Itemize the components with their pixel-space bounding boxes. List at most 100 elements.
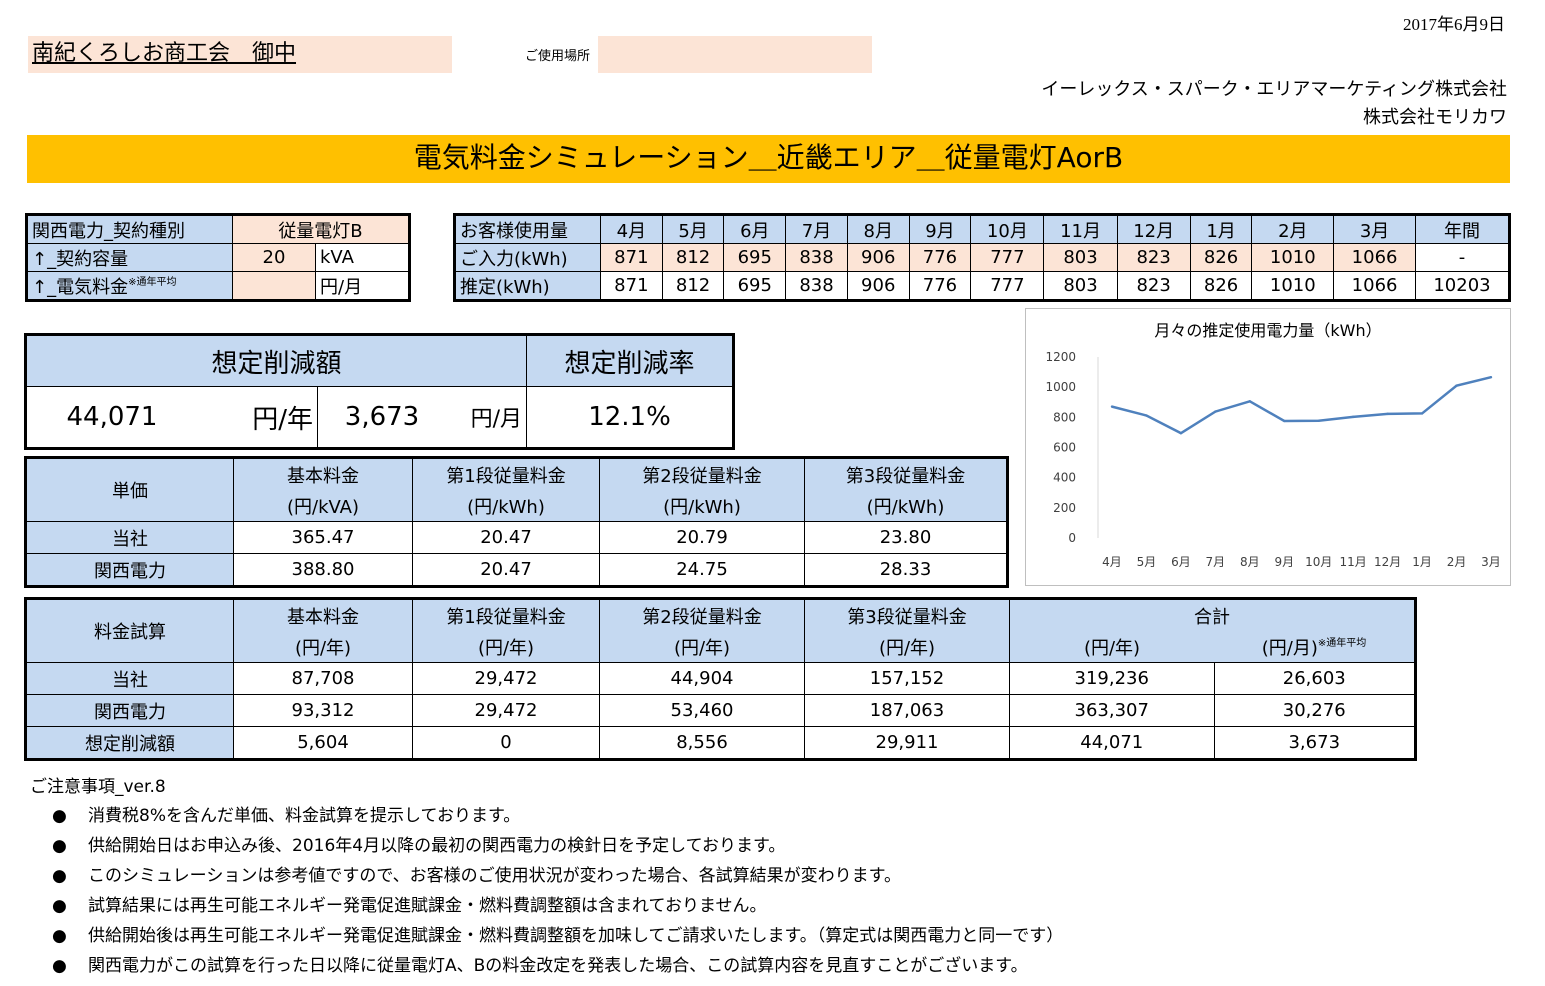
- notes-section: ご注意事項_ver.8 ● 消費税8%を含んだ単価、料金試算を提示しております。 …: [30, 772, 1063, 981]
- series-line: [1111, 375, 1492, 435]
- fee-value[interactable]: [232, 271, 316, 301]
- page-title: 電気料金シミュレーション＿近畿エリア＿従量電灯AorB: [27, 135, 1510, 183]
- client-name-box: 南紀くろしお商工会 御中: [28, 36, 452, 73]
- calc-total-month-cell: (円/月)※通年平均: [1214, 631, 1416, 663]
- savings-monthly-value: 3,673: [317, 386, 446, 449]
- usage-input-cell[interactable]: 1066: [1333, 243, 1416, 272]
- usage-input-cell[interactable]: 823: [1116, 243, 1191, 272]
- chart-title: 月々の推定使用電力量（kWh）: [1154, 321, 1381, 340]
- table-row: 想定削減額 5,604 0 8,556 29,911 44,071 3,673: [25, 726, 1416, 760]
- data-point: [1145, 414, 1148, 417]
- usage-input-cell[interactable]: 1010: [1251, 243, 1335, 272]
- calc-col-unit: (円/年): [804, 631, 1010, 663]
- cell: 363,307: [1009, 694, 1215, 727]
- row-label: 想定削減額: [25, 726, 234, 760]
- usage-estimate-cell: 823: [1116, 271, 1191, 301]
- x-tick-label: 8月: [1240, 555, 1260, 569]
- usage-estimate-cell: 1066: [1333, 271, 1416, 301]
- table-row: 関西電力 93,312 29,472 53,460 187,063 363,30…: [25, 694, 1416, 727]
- unit-price-col-unit: (円/kWh): [804, 490, 1008, 522]
- cell: 319,236: [1009, 662, 1215, 695]
- usage-chart: 月々の推定使用電力量（kWh） 0 200 400 600 800 1000 1200 4月 5…: [1025, 308, 1511, 586]
- usage-input-cell[interactable]: 826: [1189, 243, 1253, 272]
- x-tick-label: 5月: [1137, 555, 1157, 569]
- unit-price-col-unit: (円/kWh): [599, 490, 805, 522]
- note-text: 供給開始後は再生可能エネルギー発電促進賦課金・燃料費調整額を加味してご請求いたし…: [88, 926, 1064, 946]
- calc-col-name: 第3段従量料金: [804, 598, 1010, 631]
- bullet-icon: ●: [52, 806, 67, 826]
- cell: 44,071: [1009, 726, 1215, 760]
- cell: 20.47: [412, 553, 600, 587]
- savings-yearly-value: 44,071: [25, 386, 197, 449]
- unit-price-col-name: 基本料金: [233, 457, 413, 490]
- cell: 187,063: [804, 694, 1010, 727]
- data-point: [1248, 400, 1252, 403]
- cell: 29,472: [412, 694, 600, 727]
- note-item: ● 供給開始後は再生可能エネルギー発電促進賦課金・燃料費調整額を加味してご請求いた…: [30, 921, 1063, 951]
- usage-input-cell[interactable]: 906: [846, 243, 910, 272]
- cell: 87,708: [233, 662, 413, 695]
- unit-price-col-name: 第3段従量料金: [804, 457, 1008, 490]
- month-header: 3月: [1333, 214, 1416, 244]
- usage-input-cell[interactable]: 777: [970, 243, 1045, 272]
- usage-input-row: ご入力(kWh) 871 812 695 838 906 776 777 803…: [454, 243, 1510, 272]
- month-header: 6月: [723, 214, 787, 244]
- savings-amount-header: 想定削減額: [25, 334, 527, 387]
- table-row: 関西電力 388.80 20.47 24.75 28.33: [25, 553, 1008, 587]
- usage-table: お客様使用量 4月 5月 6月 7月 8月 9月 10月 11月 12月 1月 …: [453, 213, 1511, 302]
- savings-rate-header: 想定削減率: [526, 334, 734, 387]
- month-header: 12月: [1116, 214, 1191, 244]
- capacity-unit: kVA: [315, 243, 410, 272]
- usage-input-cell[interactable]: 871: [600, 243, 663, 272]
- calc-total-header: 合計: [1009, 598, 1416, 631]
- note-text: 関西電力がこの試算を行った日以降に従量電灯A、Bの料金改定を発表した場合、この試…: [88, 956, 1028, 976]
- note-text: 供給開始日はお申込み後、2016年4月以降の最初の関西電力の検針日を予定しており…: [88, 836, 786, 856]
- unit-price-col-unit: (円/kWh): [412, 490, 600, 522]
- x-tick-label: 9月: [1274, 555, 1294, 569]
- usage-input-cell[interactable]: 803: [1043, 243, 1118, 272]
- usage-input-cell[interactable]: 838: [785, 243, 848, 272]
- usage-input-cell[interactable]: 695: [723, 243, 787, 272]
- data-point: [1283, 419, 1286, 423]
- month-header: 11月: [1043, 214, 1118, 244]
- usage-header-row: お客様使用量 4月 5月 6月 7月 8月 9月 10月 11月 12月 1月 …: [454, 214, 1510, 244]
- company-name-1: イーレックス・スパーク・エリアマーケティング株式会社: [1041, 79, 1507, 100]
- x-tick-label: 3月: [1481, 555, 1501, 569]
- calc-row-header: 料金試算: [25, 598, 234, 663]
- month-header: 9月: [908, 214, 972, 244]
- cell: 30,276: [1213, 694, 1416, 727]
- calc-total-month-note: ※通年平均: [1317, 637, 1367, 649]
- fee-note: ※通年平均: [128, 276, 177, 288]
- calc-col-name: 第2段従量料金: [599, 598, 805, 631]
- cell: 0: [412, 726, 600, 760]
- cell: 20.47: [412, 521, 600, 554]
- usage-chart-svg: 月々の推定使用電力量（kWh） 0 200 400 600 800 1000 1200 4月 5…: [1045, 321, 1501, 569]
- unit-price-row-header: 単価: [25, 457, 234, 522]
- savings-table: 想定削減額 想定削減率 44,071 円/年 3,673 円/月 12.1%: [24, 333, 735, 450]
- note-text: 試算結果には再生可能エネルギー発電促進賦課金・燃料費調整額は含まれておりません。: [88, 896, 767, 916]
- unit-price-col-unit: (円/kVA): [233, 490, 413, 522]
- bullet-icon: ●: [52, 836, 67, 856]
- calc-col-unit: (円/年): [412, 631, 600, 663]
- calc-col-name: 第1段従量料金: [412, 598, 600, 631]
- x-tick-label: 7月: [1206, 555, 1226, 569]
- fee-calc-table: 料金試算 基本料金 第1段従量料金 第2段従量料金 第3段従量料金 合計 (円/…: [24, 597, 1417, 761]
- usage-input-cell[interactable]: 776: [908, 243, 972, 272]
- table-row: 当社 365.47 20.47 20.79 23.80: [25, 521, 1008, 554]
- cell: 20.79: [599, 521, 805, 554]
- month-header: 5月: [661, 214, 725, 244]
- usage-estimate-annual: 10203: [1415, 271, 1510, 301]
- usage-estimate-cell: 695: [723, 271, 787, 301]
- usage-input-cell[interactable]: 812: [661, 243, 725, 272]
- contract-type-value[interactable]: 従量電灯B: [232, 214, 410, 244]
- x-tick-label: 11月: [1340, 555, 1367, 569]
- annual-header: 年間: [1415, 214, 1510, 244]
- cell: 93,312: [233, 694, 413, 727]
- fee-label: ↑_電気料金: [32, 276, 129, 298]
- usage-place-field[interactable]: [598, 36, 872, 73]
- capacity-value[interactable]: 20: [232, 243, 316, 272]
- month-header: 8月: [846, 214, 910, 244]
- y-tick-label: 800: [1053, 410, 1076, 424]
- calc-total-month-unit: (円/月): [1261, 637, 1318, 659]
- note-item: ● 消費税8%を含んだ単価、料金試算を提示しております。: [30, 801, 1063, 831]
